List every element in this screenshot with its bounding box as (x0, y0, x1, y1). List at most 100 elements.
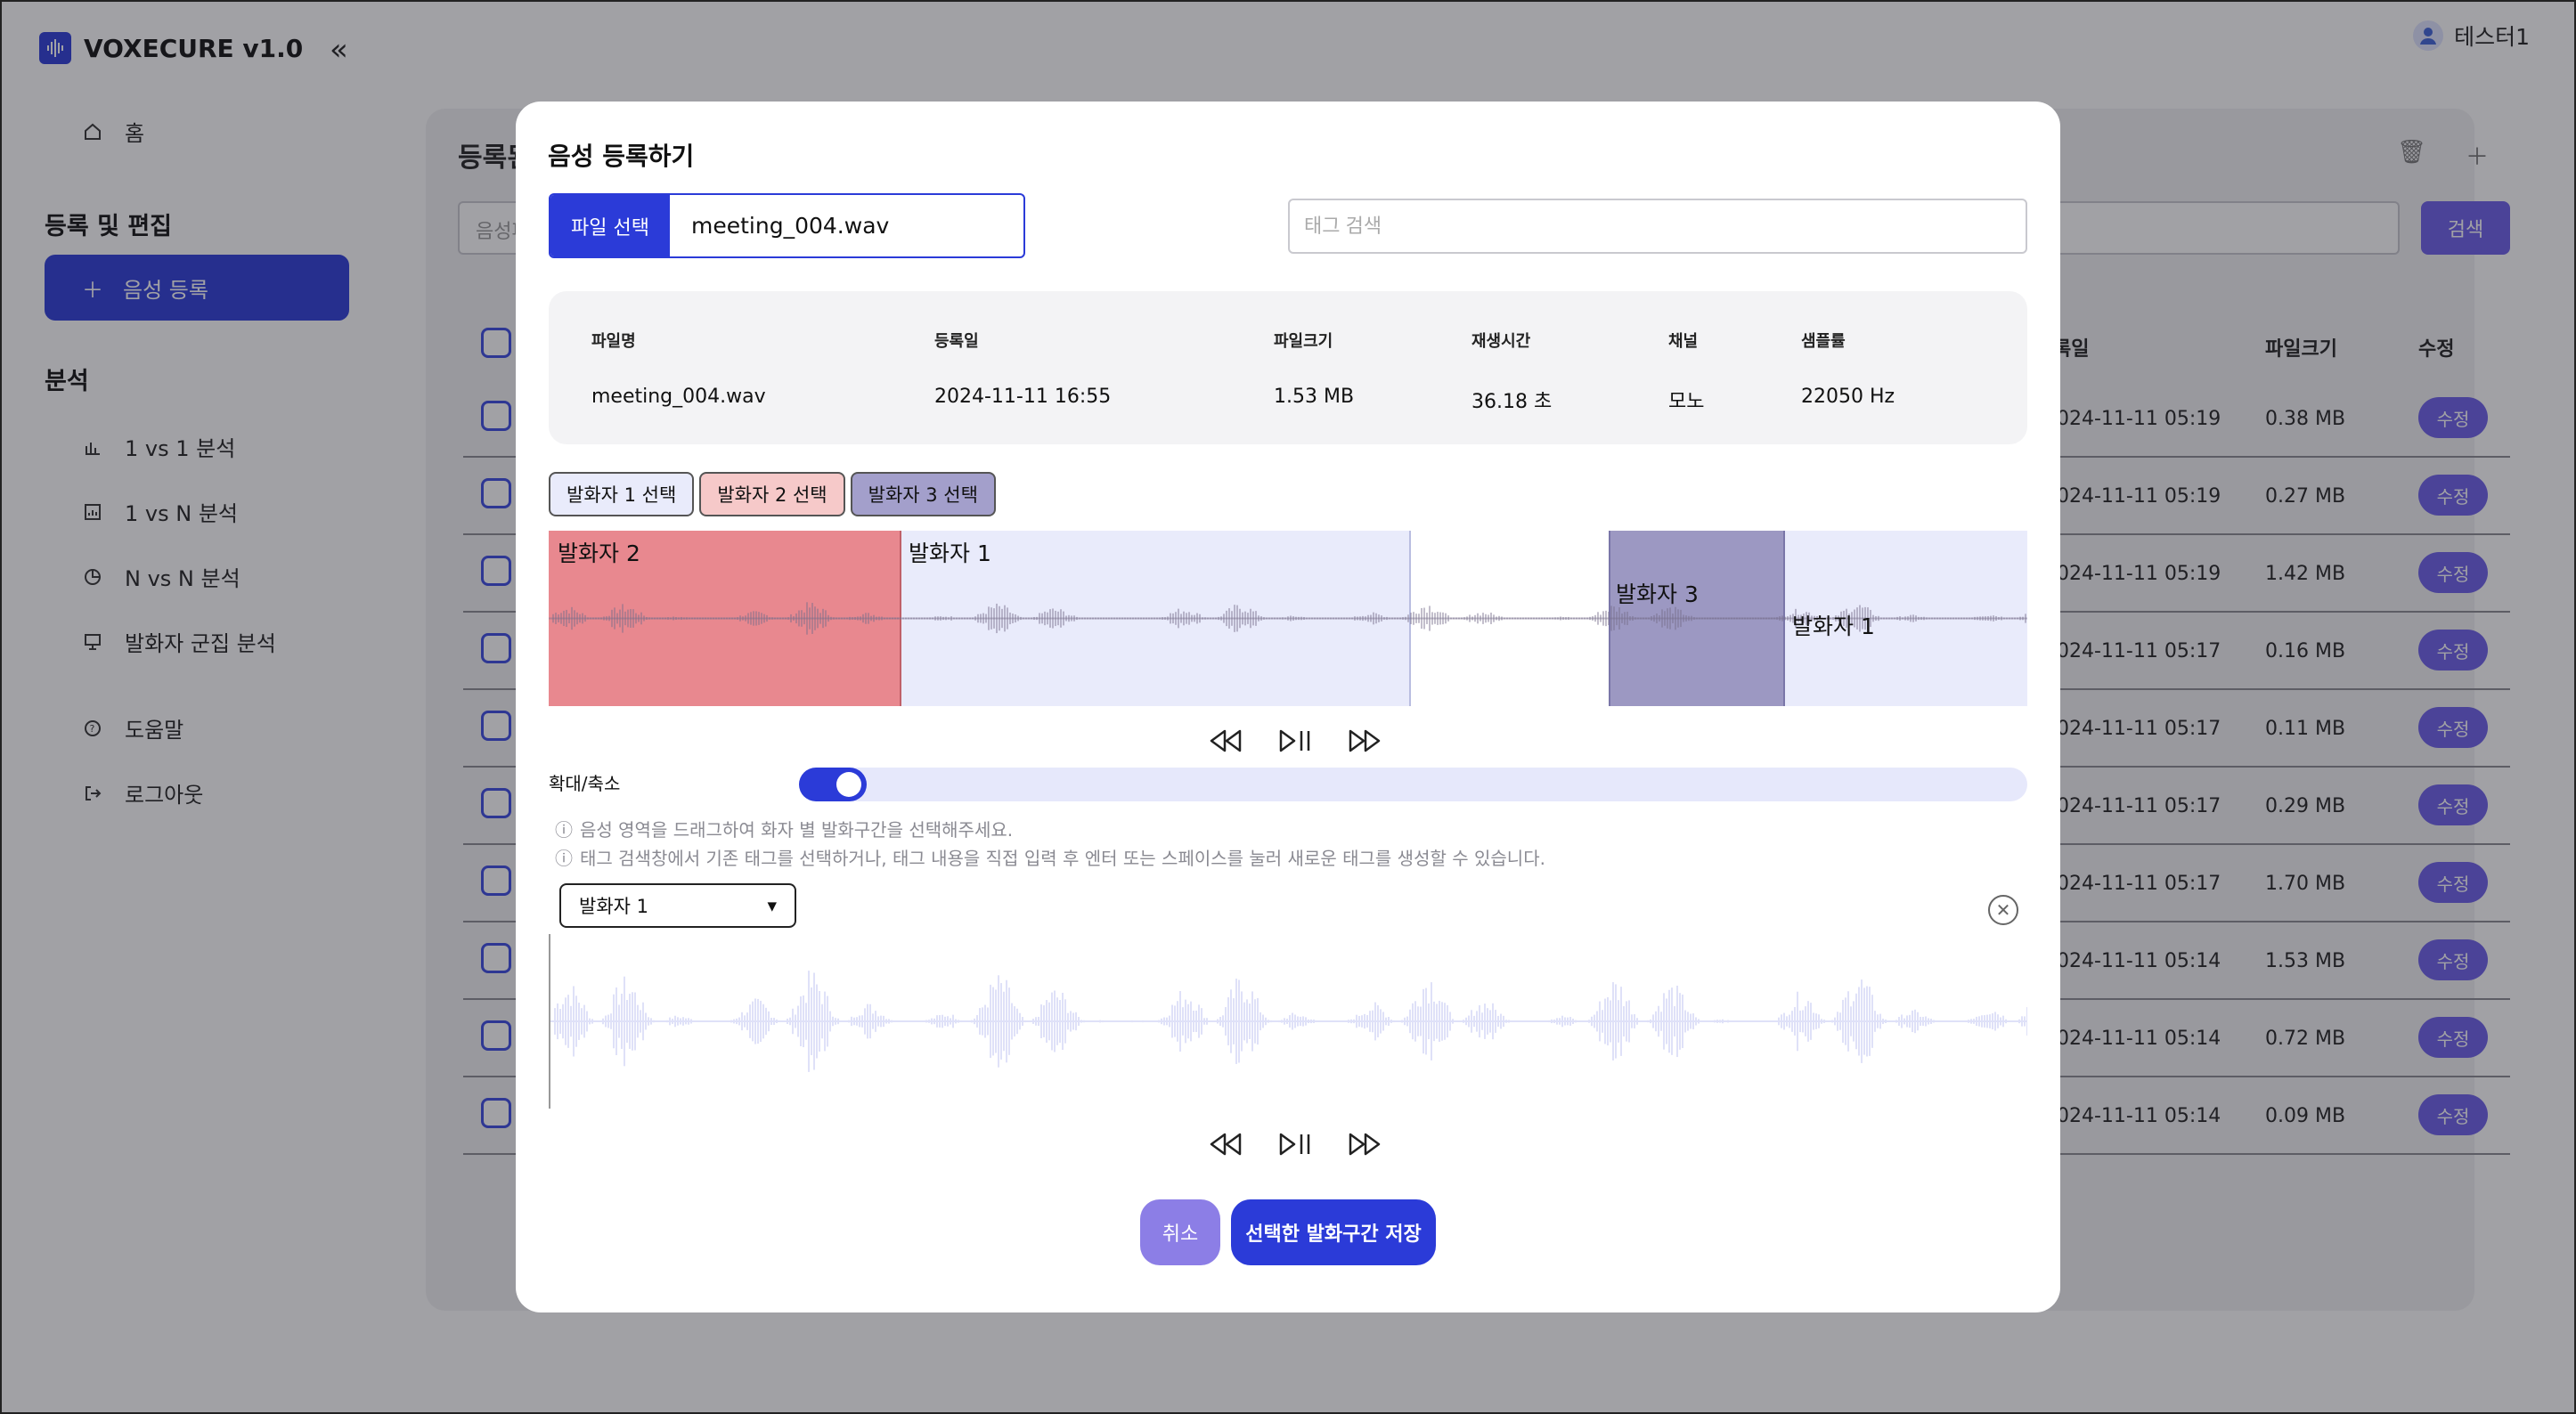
row-size: 0.72 MB (2265, 1028, 2346, 1050)
row-date: 024-11-11 05:17 (2057, 640, 2221, 662)
play-pause-icon[interactable] (1276, 1128, 1315, 1160)
info-icon: ⓘ (555, 848, 573, 869)
edit-button[interactable]: 수정 (2418, 1017, 2488, 1058)
row-checkbox[interactable] (481, 943, 511, 973)
file-name-field: meeting_004.wav (691, 213, 890, 239)
waveform-detail[interactable] (549, 934, 2028, 1109)
row-size: 0.38 MB (2265, 408, 2346, 430)
row-date: 024-11-11 05:14 (2057, 950, 2221, 972)
column-size: 파일크기 (2265, 338, 2337, 361)
zoom-label: 확대/축소 (549, 773, 621, 794)
sidebar-item-label: 로그아웃 (125, 783, 204, 808)
select-all-checkbox[interactable] (481, 328, 511, 358)
row-checkbox[interactable] (481, 1098, 511, 1128)
row-checkbox[interactable] (481, 556, 511, 586)
info-icon: ⓘ (555, 819, 573, 841)
logo[interactable]: VOXECURE v1.0 (39, 32, 303, 64)
sidebar-item-label: N vs N 분석 (125, 566, 240, 591)
row-date: 024-11-11 05:19 (2057, 563, 2221, 585)
segment-speaker-2[interactable] (549, 531, 901, 706)
close-circle-icon[interactable]: ✕ (1988, 895, 2018, 925)
rewind-icon[interactable] (1206, 1128, 1245, 1160)
waveform-overview-svg (549, 602, 2027, 635)
edit-button[interactable]: 수정 (2418, 939, 2488, 980)
info-header: 채널 (1668, 332, 1699, 351)
zoom-toggle[interactable] (799, 768, 867, 801)
row-checkbox[interactable] (481, 1020, 511, 1051)
hint-drag: ⓘ 음성 영역을 드래그하여 화자 별 발화구간을 선택해주세요. (555, 816, 1013, 841)
edit-button[interactable]: 수정 (2418, 784, 2488, 825)
row-checkbox[interactable] (481, 865, 511, 896)
sidebar-item-voice-register[interactable]: ＋ 음성 등록 (45, 255, 349, 321)
sidebar-item-NvsN[interactable]: N vs N 분석 (80, 561, 240, 592)
cancel-button[interactable]: 취소 (1140, 1199, 1220, 1265)
file-select-button[interactable]: 파일 선택 (550, 195, 670, 256)
edit-button[interactable]: 수정 (2418, 397, 2488, 438)
help-icon: ? (80, 716, 105, 741)
row-checkbox[interactable] (481, 478, 511, 508)
save-segments-button[interactable]: 선택한 발화구간 저장 (1231, 1199, 1436, 1265)
row-date: 024-11-11 05:17 (2057, 795, 2221, 817)
speaker-dropdown[interactable]: 발화자 1 ▾ (559, 883, 796, 928)
user-avatar-icon (2413, 20, 2444, 51)
collapse-sidebar-icon[interactable]: « (330, 32, 348, 68)
sidebar-item-cluster[interactable]: 발화자 군집 분석 (80, 626, 276, 657)
sidebar-item-home[interactable]: 홈 (80, 116, 144, 147)
edit-button[interactable]: 수정 (2418, 475, 2488, 516)
plus-icon: ＋ (82, 277, 103, 303)
row-date: 024-11-11 05:17 (2057, 718, 2221, 740)
segment-label: 발화자 2 (558, 540, 640, 566)
rewind-icon[interactable] (1206, 725, 1245, 757)
fast-forward-icon[interactable] (1345, 725, 1384, 757)
play-pause-icon[interactable] (1276, 725, 1315, 757)
row-date: 024-11-11 05:14 (2057, 1028, 2221, 1050)
toolbar-icons: 🗑 ＋ (2397, 139, 2489, 172)
segment-speaker-3[interactable] (1609, 531, 1785, 706)
row-checkbox[interactable] (481, 711, 511, 741)
zoom-slider[interactable] (799, 768, 2027, 801)
info-date: 등록일 2024-11-11 16:55 (934, 329, 1111, 408)
row-date: 024-11-11 05:19 (2057, 408, 2221, 430)
row-size: 1.42 MB (2265, 563, 2346, 585)
search-button[interactable]: 검색 (2421, 201, 2510, 255)
fast-forward-icon[interactable] (1345, 1128, 1384, 1160)
info-value: 36.18 초 (1471, 391, 1553, 413)
player-controls-bottom (1206, 1128, 1384, 1160)
edit-button[interactable]: 수정 (2418, 707, 2488, 748)
edit-button[interactable]: 수정 (2418, 862, 2488, 903)
row-size: 1.53 MB (2265, 950, 2346, 972)
bar-chart-icon (80, 435, 105, 459)
sidebar-item-1vs1[interactable]: 1 vs 1 분석 (80, 431, 235, 462)
segment-speaker-1-b[interactable] (1785, 531, 2027, 706)
speaker-2-select-button[interactable]: 발화자 2 선택 (699, 472, 845, 516)
row-checkbox[interactable] (481, 633, 511, 663)
hint-text: 음성 영역을 드래그하여 화자 별 발화구간을 선택해주세요. (580, 819, 1014, 841)
edit-button[interactable]: 수정 (2418, 1094, 2488, 1135)
waveform-overview[interactable]: 발화자 2 발화자 1 발화자 3 발화자 1 (549, 531, 2027, 706)
sidebar-item-logout[interactable]: 로그아웃 (80, 777, 203, 809)
plus-icon[interactable]: ＋ (2465, 144, 2489, 171)
row-checkbox[interactable] (481, 788, 511, 818)
info-value: 2024-11-11 16:55 (934, 386, 1112, 408)
sidebar-item-help[interactable]: ? 도움말 (80, 712, 183, 744)
row-checkbox[interactable] (481, 401, 511, 431)
section-heading-edit: 등록 및 편집 (45, 213, 172, 240)
info-value: 모노 (1668, 391, 1705, 413)
segment-label: 발화자 3 (1616, 581, 1699, 607)
tag-search-input[interactable] (1288, 199, 2027, 254)
speaker-3-select-button[interactable]: 발화자 3 선택 (850, 472, 996, 516)
sidebar-item-1vsN[interactable]: 1 vs N 분석 (80, 496, 238, 527)
logout-icon (80, 781, 105, 806)
file-picker[interactable]: 파일 선택 meeting_004.wav (549, 193, 1025, 258)
edit-button[interactable]: 수정 (2418, 630, 2488, 670)
sidebar-item-label: 1 vs 1 분석 (125, 436, 236, 461)
segment-speaker-1[interactable] (901, 531, 1411, 706)
speaker-1-select-button[interactable]: 발화자 1 선택 (549, 472, 695, 516)
sidebar-item-label: 홈 (125, 121, 145, 146)
trash-icon[interactable]: 🗑 (2396, 139, 2426, 166)
row-size: 0.16 MB (2265, 640, 2346, 662)
edit-button[interactable]: 수정 (2418, 552, 2488, 593)
row-size: 1.70 MB (2265, 873, 2346, 895)
info-value: 1.53 MB (1274, 386, 1355, 408)
user-menu[interactable]: 테스터1 (2413, 20, 2530, 52)
